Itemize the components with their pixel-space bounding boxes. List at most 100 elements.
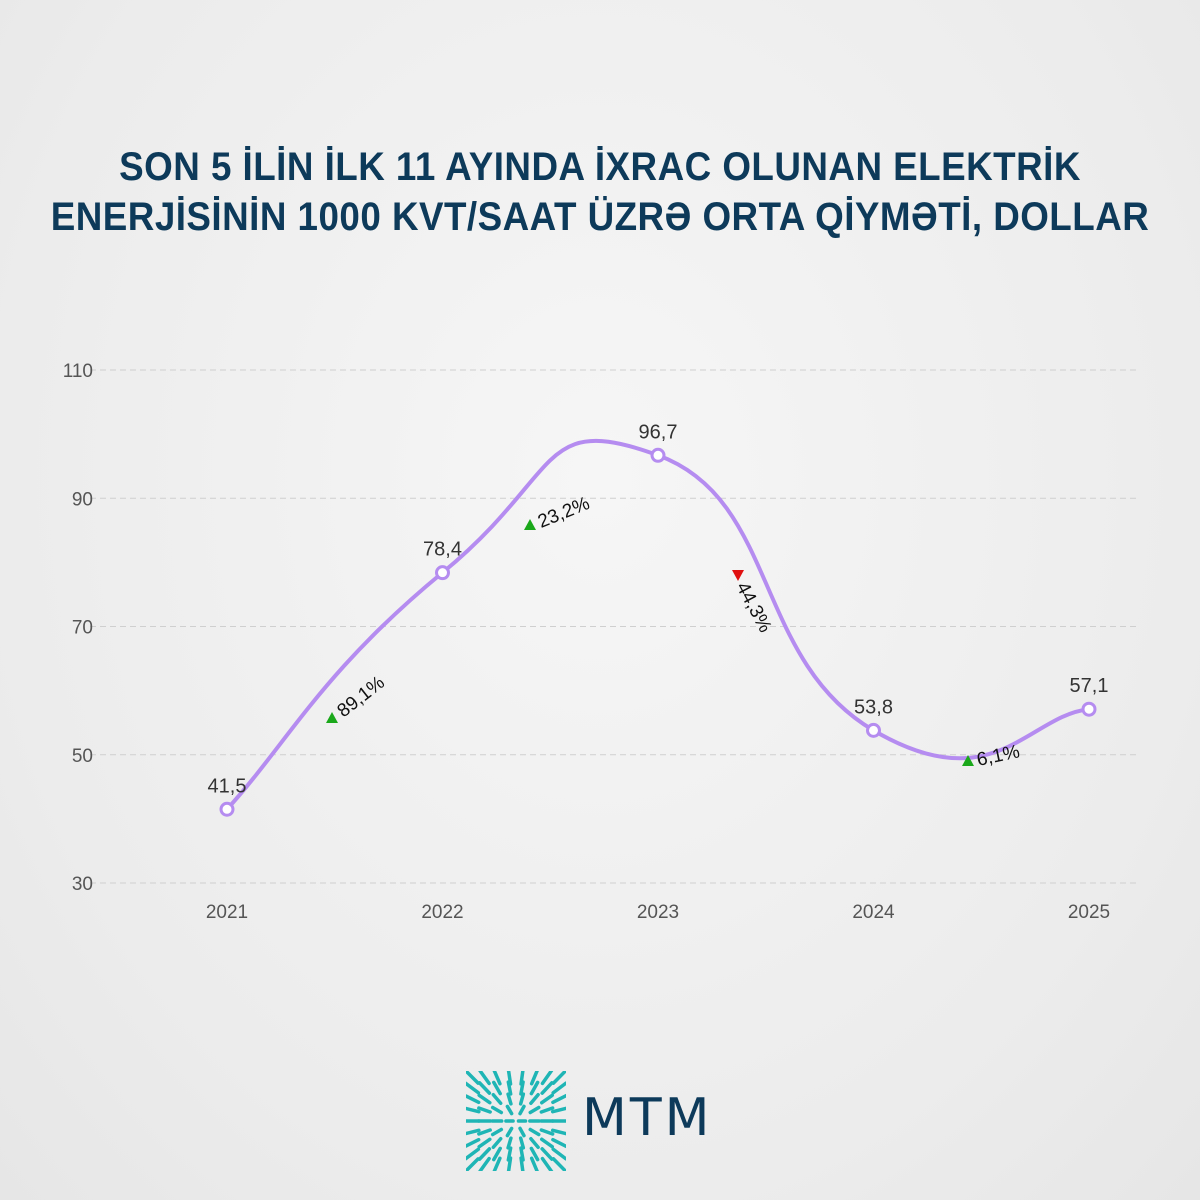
data-label: 96,7	[639, 421, 678, 443]
logo-dash	[518, 1136, 526, 1150]
logo-dash	[551, 1147, 566, 1161]
logo-dash	[529, 1071, 539, 1086]
logo-dash	[466, 1157, 480, 1171]
y-tick-label: 110	[63, 361, 93, 382]
title-line-2: ENERJİSİNİN 1000 KVT/SAAT ÜZRƏ ORTA QİYM…	[50, 195, 1150, 239]
logo-dash	[466, 1094, 481, 1105]
logo-dash	[540, 1081, 554, 1095]
logo-dash	[506, 1071, 513, 1086]
logo-dash	[518, 1104, 526, 1116]
y-tick-label: 30	[72, 874, 93, 895]
logo-dash	[550, 1106, 566, 1114]
arrow-up-icon	[524, 519, 536, 530]
logo-dash	[492, 1146, 502, 1162]
logo-dash	[540, 1137, 554, 1149]
y-tick-label: 90	[72, 489, 93, 510]
x-tick-label: 2024	[852, 902, 895, 923]
y-tick-label: 50	[72, 746, 93, 767]
arrow-up-icon	[962, 755, 974, 766]
change-label: 6,1%	[975, 741, 1022, 771]
logo-dash	[529, 1156, 539, 1171]
logo-dash	[540, 1147, 554, 1161]
logo-dash	[466, 1071, 480, 1085]
logo-dash	[539, 1128, 555, 1136]
logo-dash	[492, 1156, 502, 1171]
logo-dash	[477, 1106, 492, 1114]
logo-dash	[477, 1137, 492, 1149]
logo-dash	[529, 1092, 540, 1106]
logo-dash	[551, 1071, 566, 1085]
y-tick-label: 70	[72, 618, 93, 639]
logo-dash	[518, 1092, 526, 1106]
logo-dash	[466, 1106, 481, 1114]
logo-dash	[490, 1105, 504, 1115]
data-label: 53,8	[854, 696, 893, 718]
x-tick-label: 2023	[637, 902, 679, 923]
change-label: 23,2%	[535, 493, 593, 533]
mtm-logo-mark	[466, 1071, 566, 1171]
logo-dash	[539, 1106, 555, 1114]
x-tick-label: 2025	[1068, 902, 1110, 923]
logo-dash	[477, 1081, 492, 1095]
x-tick-label: 2022	[421, 902, 463, 923]
logo-dash	[550, 1128, 566, 1136]
data-point	[650, 447, 666, 463]
logo-dash	[506, 1156, 513, 1171]
logo-dash	[551, 1081, 566, 1095]
logo-dash	[477, 1093, 492, 1105]
logo-dash	[505, 1126, 514, 1138]
logo-dash	[477, 1128, 492, 1136]
arrow-down-icon	[732, 570, 744, 581]
logo-dash	[540, 1093, 554, 1105]
data-point	[1081, 701, 1097, 717]
logo-dash	[506, 1136, 513, 1150]
logo-dash	[466, 1147, 481, 1161]
x-tick-label: 2021	[206, 902, 248, 923]
change-annotation: 6,1%	[962, 741, 1022, 771]
logo-dash	[528, 1127, 541, 1137]
logo-dash	[478, 1071, 491, 1086]
logo-dash	[466, 1128, 481, 1136]
logo-dash	[506, 1080, 513, 1096]
logo-dash	[491, 1092, 503, 1106]
title-line-1: SON 5 İLİN İLK 11 AYINDA İXRAC OLUNAN EL…	[119, 145, 1081, 189]
logo-dash	[551, 1137, 566, 1149]
logo-dash	[478, 1156, 491, 1171]
logo-dash	[540, 1156, 554, 1171]
logo-dash	[492, 1071, 502, 1086]
logo-dash	[528, 1105, 541, 1115]
logo-dash	[477, 1147, 492, 1161]
logo-dash	[551, 1093, 566, 1105]
logo-dash	[490, 1127, 504, 1137]
mtm-logo-text: MTM	[582, 1088, 713, 1148]
data-point	[866, 722, 881, 738]
data-point	[219, 801, 235, 817]
logo-dash	[519, 1156, 525, 1171]
logo-dash	[529, 1080, 540, 1096]
logo-dash	[492, 1080, 502, 1096]
chart-title: SON 5 İLİN İLK 11 AYINDA İXRAC OLUNAN EL…	[48, 142, 1152, 242]
logo-dash	[466, 1137, 481, 1148]
logo-dash	[506, 1092, 513, 1106]
logo-dash	[540, 1071, 554, 1086]
arrow-up-icon	[326, 712, 338, 723]
change-annotation: 23,2%	[524, 493, 593, 533]
data-label: 41,5	[208, 775, 247, 797]
logo-dash	[518, 1126, 526, 1138]
logo-dash	[466, 1081, 481, 1095]
change-label: 89,1%	[334, 672, 389, 722]
logo-dash	[506, 1146, 513, 1162]
logo-dash	[529, 1146, 540, 1162]
change-annotation: 44,3%	[732, 570, 776, 636]
data-label: 57,1	[1070, 675, 1109, 697]
data-point	[435, 565, 450, 581]
logo-dash	[519, 1080, 525, 1096]
logo-dash	[529, 1136, 540, 1150]
logo-dash	[491, 1136, 503, 1150]
logo-dash	[551, 1157, 566, 1171]
series-line	[225, 438, 1091, 812]
logo-dash	[505, 1104, 514, 1116]
data-label: 78,4	[423, 539, 462, 561]
